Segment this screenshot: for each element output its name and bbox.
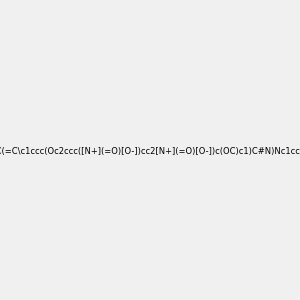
Text: O=C(/C(=C\c1ccc(Oc2ccc([N+](=O)[O-])cc2[N+](=O)[O-])c(OC)c1)C#N)Nc1ccc(CC)cc1: O=C(/C(=C\c1ccc(Oc2ccc([N+](=O)[O-])cc2[… bbox=[0, 147, 300, 156]
